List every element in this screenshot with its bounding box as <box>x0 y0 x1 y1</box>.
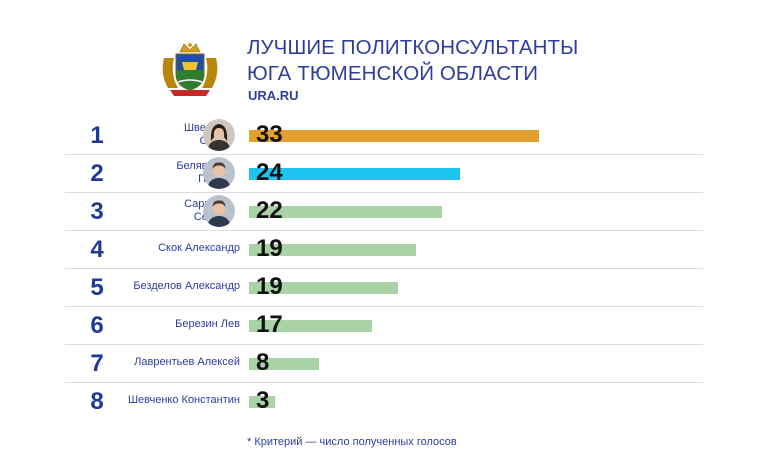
row-divider <box>65 192 703 193</box>
consultant-name: Безделов Александр <box>90 280 240 293</box>
rank-number: 6 <box>90 312 104 339</box>
consultant-name-line: Шевченко Константин <box>127 394 240 406</box>
row-divider <box>65 382 703 383</box>
consultant-name: Березин Лев <box>90 318 240 331</box>
ranking-row: 5 Безделов Александр 19 <box>0 268 760 306</box>
ranking-row: 7 Лаврентьев Алексей 8 <box>0 344 760 382</box>
bar <box>249 282 398 294</box>
bar <box>249 130 539 142</box>
chart-title-line-1: ЛУЧШИЕ ПОЛИТКОНСУЛЬТАНТЫ <box>247 36 579 59</box>
value-label: 19 <box>256 235 283 262</box>
value-label: 22 <box>256 197 283 224</box>
rank-number: 7 <box>90 350 104 377</box>
rank-number: 3 <box>90 198 104 225</box>
bar <box>249 320 372 332</box>
rank-number: 8 <box>90 388 104 415</box>
avatar <box>203 195 235 227</box>
footnote: * Критерий — число полученных голосов <box>247 436 457 448</box>
bar <box>249 244 416 256</box>
ranking-row: 1ШвецоваОльга33 <box>0 116 760 154</box>
ranking-row: 2БелявскийПавел24 <box>0 154 760 192</box>
row-divider <box>65 268 703 269</box>
avatar <box>203 119 235 151</box>
ranking-row: 8 Шевченко Константин 3 <box>0 382 760 420</box>
value-label: 3 <box>256 387 270 414</box>
rank-number: 5 <box>90 274 104 301</box>
tyumen-coat-of-arms-icon <box>162 43 218 96</box>
row-divider <box>65 154 703 155</box>
rank-number: 4 <box>90 236 104 263</box>
bar <box>249 206 442 218</box>
consultant-name-line: Лаврентьев Алексей <box>134 356 240 368</box>
value-label: 24 <box>256 159 283 186</box>
consultant-name-line: Березин Лев <box>175 318 240 330</box>
consultant-name-line: Безделов Александр <box>133 280 240 292</box>
value-label: 19 <box>256 273 283 300</box>
value-label: 8 <box>256 349 270 376</box>
consultant-name: Лаврентьев Алексей <box>90 356 240 369</box>
ranking-row: 6 Березин Лев 17 <box>0 306 760 344</box>
ranking-row: 4 Скок Александр 19 <box>0 230 760 268</box>
consultant-name: Шевченко Константин <box>90 394 240 407</box>
avatar <box>203 157 235 189</box>
value-label: 17 <box>256 311 283 338</box>
bar <box>249 168 460 180</box>
consultant-name: Скок Александр <box>90 242 240 255</box>
row-divider <box>65 306 703 307</box>
consultant-name-line: Скок Александр <box>158 242 240 254</box>
chart-title-line-2: ЮГА ТЮМЕНСКОЙ ОБЛАСТИ <box>247 62 539 85</box>
row-divider <box>65 344 703 345</box>
value-label: 33 <box>256 121 283 148</box>
source-label: URA.RU <box>248 88 299 103</box>
rank-number: 1 <box>90 122 104 149</box>
ranking-row: 3СарычевСергей22 <box>0 192 760 230</box>
bar <box>249 396 275 408</box>
bar <box>249 358 319 370</box>
rank-number: 2 <box>90 160 104 187</box>
row-divider <box>65 230 703 231</box>
